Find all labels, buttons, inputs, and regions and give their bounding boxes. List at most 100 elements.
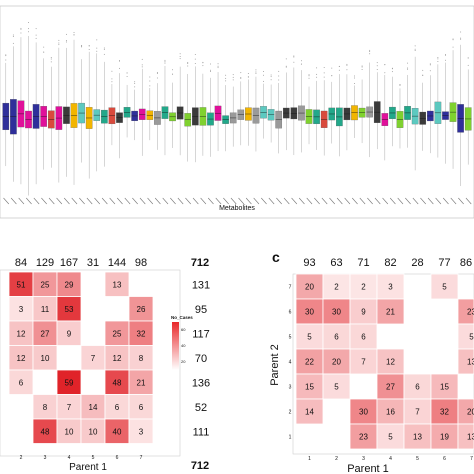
box-outlier xyxy=(300,63,302,65)
box-outlier xyxy=(134,81,136,83)
box-x-tick-glyph xyxy=(185,197,191,205)
heatmap-cell-label: 10 xyxy=(89,427,98,436)
box-outlier xyxy=(225,74,227,76)
box-x-tick-glyph xyxy=(420,197,426,205)
legend-title: No_Cases xyxy=(171,315,193,320)
box-x-tick-glyph xyxy=(223,197,229,205)
box-outlier xyxy=(81,45,83,47)
heatmap-cell-label: 21 xyxy=(386,308,395,317)
box-outlier xyxy=(119,67,120,69)
box-x-tick-glyph xyxy=(261,197,267,205)
box-outlier xyxy=(209,63,211,65)
heatmap-cell-label: 11 xyxy=(41,305,50,314)
heatmap-cell-label: 14 xyxy=(305,408,314,417)
box-outlier xyxy=(179,56,181,58)
box-outlier xyxy=(28,28,30,30)
box-outlier xyxy=(255,71,257,73)
box-outlier xyxy=(164,59,166,61)
box-outlier xyxy=(103,53,105,55)
box-outlier xyxy=(28,22,30,24)
x-tick-label: 4 xyxy=(68,455,71,461)
box-outlier xyxy=(50,61,52,63)
heatmap-cell xyxy=(32,296,58,322)
box-outlier xyxy=(452,39,454,41)
box-x-tick-glyph xyxy=(41,197,47,205)
box-x-tick-glyph xyxy=(18,197,25,205)
x-tick-label: 7 xyxy=(470,456,473,462)
box-outlier xyxy=(156,72,158,74)
box-outlier xyxy=(240,76,242,78)
box-outlier xyxy=(437,58,439,60)
box-outlier xyxy=(65,40,67,42)
x-tick-label: 5 xyxy=(92,455,95,461)
box-outlier xyxy=(209,70,211,72)
heatmap-cell xyxy=(128,345,154,371)
box-x-tick-glyph xyxy=(33,197,40,205)
box-outlier xyxy=(369,51,371,53)
box-x-tick-glyph xyxy=(86,197,93,205)
box-x-tick-glyph xyxy=(117,197,123,205)
heatmap-cell-label: 6 xyxy=(361,333,366,342)
box-outlier xyxy=(225,77,227,79)
box-outlier xyxy=(88,45,90,47)
heatmap-cell-label: 27 xyxy=(386,383,395,392)
heatmap-cell xyxy=(376,298,405,325)
box-x-tick-glyph xyxy=(230,197,237,205)
box-outlier xyxy=(391,71,393,73)
box-outlier xyxy=(444,59,446,61)
box-outlier xyxy=(12,34,14,36)
heatmap-cell-label: 8 xyxy=(139,354,144,363)
box-outlier xyxy=(247,76,249,78)
box-outlier xyxy=(202,65,204,67)
heatmap-cell xyxy=(322,298,351,325)
heatmap-cell-label: 51 xyxy=(17,280,26,289)
heatmap-cell xyxy=(430,373,459,400)
box-outlier xyxy=(217,65,219,67)
box-outlier xyxy=(285,66,287,68)
box-outlier xyxy=(331,67,333,69)
heatmap-cell xyxy=(104,394,130,420)
box-x-tick-glyph xyxy=(101,197,108,205)
box-outlier xyxy=(96,50,98,52)
box-x-tick-glyph xyxy=(26,197,32,205)
box-x-tick-glyph xyxy=(71,197,78,205)
box-x-tick-glyph xyxy=(382,197,389,205)
box-outlier xyxy=(361,65,363,67)
heatmap-cell-label: 5 xyxy=(307,333,312,342)
heatmap-cell-label: 30 xyxy=(305,308,314,317)
box-outlier xyxy=(437,57,439,59)
box-outlier xyxy=(429,63,431,65)
box-x-tick-glyph xyxy=(124,197,131,205)
row-total: 111 xyxy=(193,426,210,438)
heatmap-cell xyxy=(403,373,432,400)
box-outlier xyxy=(43,46,45,48)
heatmap-cell xyxy=(349,423,378,450)
box-outlier xyxy=(119,60,120,62)
box-outlier xyxy=(323,67,325,69)
y-tick-label: 4 xyxy=(289,360,292,366)
box-x-tick-glyph xyxy=(268,197,275,205)
box-x-tick-glyph xyxy=(359,197,366,205)
box-outlier xyxy=(293,56,295,58)
box-outlier xyxy=(278,70,280,72)
heatmap-cell xyxy=(128,369,154,395)
box-outlier xyxy=(346,69,348,71)
box-outlier xyxy=(103,48,105,50)
legend-tick: 20 xyxy=(181,359,186,364)
box-x-tick-glyph xyxy=(458,197,464,205)
column-total: 167 xyxy=(60,257,78,269)
box-outlier xyxy=(240,72,242,74)
box-outlier xyxy=(202,61,204,63)
y-tick-label: 6 xyxy=(289,310,292,316)
heatmap-cell-label: 12 xyxy=(113,354,122,363)
box-outlier xyxy=(240,77,242,79)
heatmap-cell xyxy=(349,323,378,350)
box-outlier xyxy=(35,37,37,39)
box-outlier xyxy=(194,53,196,55)
box-x-tick-glyph xyxy=(154,197,161,205)
heatmap-cell-label: 29 xyxy=(65,280,74,289)
heatmap-cell-label: 20 xyxy=(332,358,341,367)
x-tick-label: 5 xyxy=(416,456,419,462)
box-outlier xyxy=(65,41,67,43)
heatmap-cell xyxy=(56,296,82,322)
